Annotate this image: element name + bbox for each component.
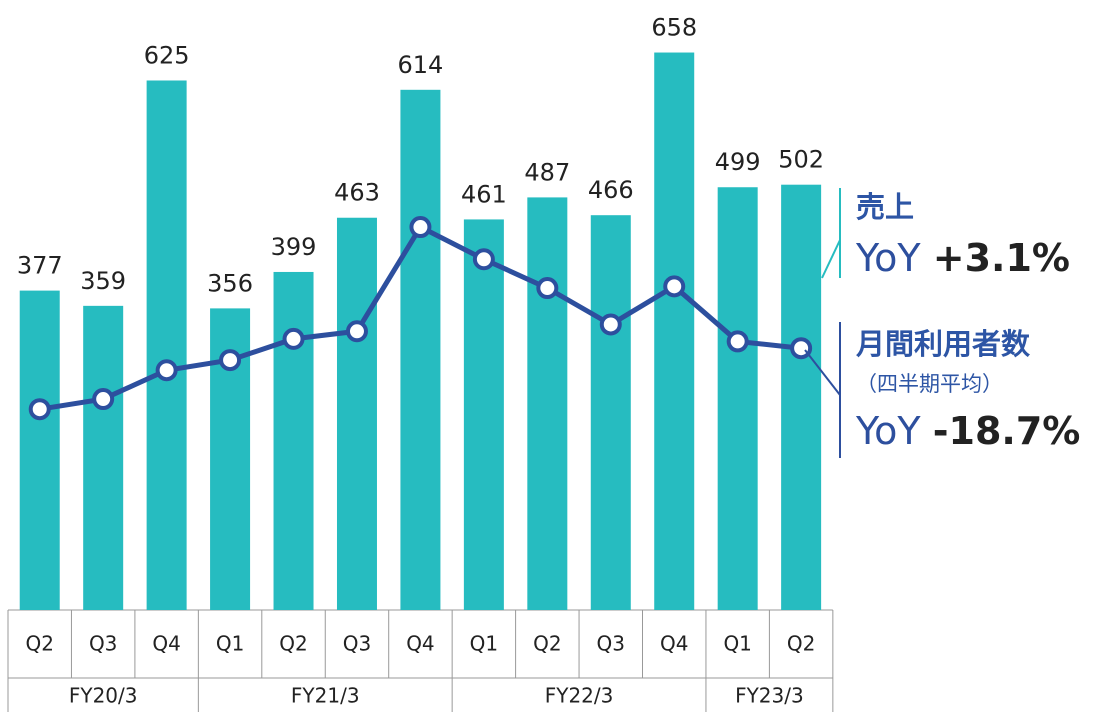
marker [409,216,432,239]
yoy-title: YoY [855,236,921,280]
group-label: FY23/3 [735,684,804,708]
x-tick-label: Q3 [343,632,371,656]
bar [336,217,377,610]
bar [717,187,758,610]
yoy-value: -18.7% [933,409,1081,453]
legend-yoy: YoY -18.7% [855,409,1080,453]
value-label: 614 [398,51,444,79]
value-label: 499 [715,148,761,176]
marker [536,277,559,300]
marker [599,313,622,336]
value-label: 658 [651,14,697,42]
x-tick-label: Q4 [152,632,180,656]
value-label: 356 [207,269,253,297]
bar [273,271,314,610]
marker [726,330,749,353]
legend-yoy: YoY +3.1% [855,236,1070,280]
x-tick-label: Q4 [406,632,434,656]
yoy-title: YoY [855,409,921,453]
x-tick-label: Q3 [89,632,117,656]
yoy-value: +3.1% [933,236,1070,280]
x-tick-label: Q2 [533,632,561,656]
legend-name: 月間利用者数 [855,327,1031,361]
bar [527,197,568,610]
marker [790,337,813,360]
marker [28,398,51,421]
bar [590,215,631,610]
bar [83,305,124,610]
legend-pointer [821,239,841,279]
group-label: FY20/3 [69,684,138,708]
value-label: 487 [524,158,570,186]
marker [92,388,115,411]
legend-subtitle: （四半期平均） [856,372,1003,396]
group-label: FY22/3 [545,684,614,708]
marker [155,359,178,382]
x-tick-label: Q1 [216,632,244,656]
value-label: 502 [778,146,824,174]
x-tick-label: Q3 [597,632,625,656]
value-label: 399 [271,233,317,261]
value-label: 359 [80,267,126,295]
bar [654,52,695,611]
bar [781,184,822,610]
marker [219,349,242,372]
legend-pointer [804,349,841,396]
value-label: 461 [461,180,507,208]
plot: Q2 Q3 Q4 FY20/3 Q1 Q2 Q3 Q4 FY21/3 Q1 Q2 Q3 Q4 FY22/3… [7,14,834,712]
marker [282,327,305,350]
bar [19,290,60,610]
value-label: 466 [588,176,634,204]
value-label: 377 [17,252,63,280]
legend-name: 売上 [856,190,914,224]
marker [345,320,368,343]
x-tick-label: Q2 [25,632,53,656]
x-tick-label: Q2 [787,632,815,656]
x-tick-label: Q4 [660,632,688,656]
marker [663,275,686,298]
bar [463,219,504,611]
value-label: 625 [144,41,190,69]
value-label: 463 [334,179,380,207]
group-label: FY21/3 [291,684,360,708]
bar [146,80,187,611]
x-tick-label: Q2 [279,632,307,656]
x-tick-label: Q1 [723,632,751,656]
bar [400,89,441,611]
x-tick-label: Q1 [470,632,498,656]
marker [472,248,495,271]
